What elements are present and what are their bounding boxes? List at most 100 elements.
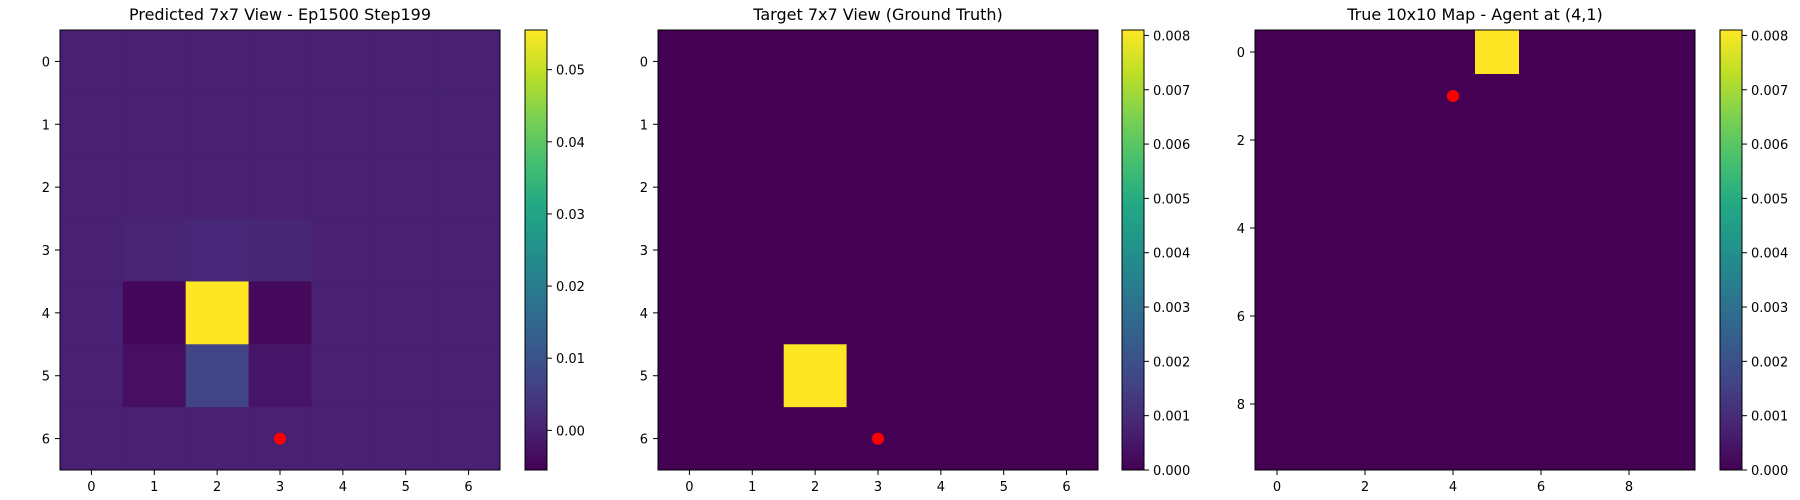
heatmap-cell: [658, 281, 722, 345]
x-tick-label: 8: [1625, 480, 1633, 495]
heatmap-cell: [374, 92, 438, 157]
heatmap-cell: [1431, 118, 1476, 163]
colorbar-tick-label: 0.008: [1153, 29, 1190, 44]
heatmap-cell: [1431, 30, 1476, 75]
heatmap-cell: [1035, 30, 1099, 94]
x-tick-label: 6: [464, 480, 472, 495]
heatmap-cell: [1607, 162, 1652, 207]
heatmap-cell: [783, 281, 848, 345]
heatmap-cell: [248, 30, 312, 94]
heatmap-cell: [1519, 426, 1564, 471]
heatmap-cell: [1563, 162, 1608, 207]
x-tick-label: 4: [1449, 480, 1457, 495]
heatmap-cell: [1519, 382, 1564, 427]
x-tick-label: 4: [937, 480, 945, 495]
heatmap-cell: [1431, 338, 1476, 383]
heatmap-cell: [122, 344, 187, 408]
heatmap-cell: [122, 281, 187, 345]
heatmap-cell: [60, 407, 124, 471]
heatmap-cell: [437, 281, 501, 345]
heatmap-cell: [437, 218, 501, 282]
heatmap-cell: [1255, 74, 1300, 119]
heatmap-cell: [1607, 250, 1652, 295]
heatmap-cell: [185, 407, 250, 471]
heatmap-cell: [1475, 30, 1520, 75]
colorbar-tick-label: 0.005: [1751, 192, 1788, 207]
x-tick-label: 0: [685, 480, 693, 495]
heatmap-cell: [1607, 74, 1652, 119]
heatmap-cell: [1431, 162, 1476, 207]
heatmap-cell: [248, 344, 312, 408]
heatmap-cell: [122, 30, 187, 94]
heatmap-cell: [1563, 426, 1608, 471]
colorbar-tick-label: 0.00: [556, 424, 585, 439]
colorbar-tick-label: 0.000: [1153, 464, 1190, 479]
heatmap-cell: [783, 218, 848, 282]
heatmap-cell: [1387, 162, 1432, 207]
heatmap-cell: [437, 344, 501, 408]
heatmap-cell: [658, 407, 722, 471]
heatmap-cell: [248, 155, 312, 220]
heatmap-cell: [1343, 206, 1388, 251]
heatmap-cell: [311, 407, 375, 471]
heatmap-cell: [1563, 382, 1608, 427]
heatmap-cell: [1387, 118, 1432, 163]
heatmap-cell: [1475, 162, 1520, 207]
heatmap-cell: [783, 344, 848, 408]
heatmap-cell: [1343, 250, 1388, 295]
heatmap-cell: [1387, 426, 1432, 471]
heatmap-cell: [1563, 338, 1608, 383]
colorbar-tick-label: 0.002: [1751, 355, 1788, 370]
colorbar-tick-label: 0.04: [556, 136, 585, 151]
x-tick-label: 6: [1537, 480, 1545, 495]
heatmap-cell: [1607, 206, 1652, 251]
heatmap-cell: [1299, 30, 1344, 75]
y-tick-label: 3: [640, 244, 648, 259]
heatmap-cell: [1607, 30, 1652, 75]
heatmap-cell: [783, 92, 848, 157]
x-tick-label: 2: [1361, 480, 1369, 495]
heatmap-cell: [1387, 206, 1432, 251]
colorbar-tick-label: 0.006: [1153, 138, 1190, 153]
heatmap-cell: [1519, 118, 1564, 163]
heatmap-cell: [1475, 382, 1520, 427]
heatmap-cell: [1475, 206, 1520, 251]
heatmap-cell: [783, 30, 848, 94]
heatmap-cell: [1651, 118, 1696, 163]
heatmap-panel-1: Predicted 7x7 View - Ep1500 Step199 0 1 2 3 4…: [42, 5, 585, 495]
agent-marker: [872, 432, 884, 445]
heatmap-cell: [248, 92, 312, 157]
heatmap-cell: [846, 30, 910, 94]
heatmap-cell: [1475, 294, 1520, 339]
heatmap-cell: [1035, 281, 1099, 345]
heatmap-cell: [1651, 162, 1696, 207]
heatmap-cell: [374, 30, 438, 94]
heatmap-cell: [311, 344, 375, 408]
chart-title: Target 7x7 View (Ground Truth): [752, 5, 1003, 24]
heatmap-cell: [720, 344, 785, 408]
heatmap-cell: [1255, 118, 1300, 163]
x-tick-label: 4: [339, 480, 347, 495]
heatmap-cell: [1255, 30, 1300, 75]
x-tick-label: 2: [213, 480, 221, 495]
heatmap-cell: [437, 407, 501, 471]
heatmap-cell: [1343, 426, 1388, 471]
heatmap-cell: [1299, 206, 1344, 251]
heatmap-cell: [1387, 294, 1432, 339]
heatmap-cell: [1255, 162, 1300, 207]
heatmap-cell: [1255, 382, 1300, 427]
x-tick-label: 1: [748, 480, 756, 495]
heatmap-cell: [1519, 250, 1564, 295]
heatmap-cell: [437, 92, 501, 157]
heatmap-cell: [1563, 206, 1608, 251]
heatmap-cell: [374, 344, 438, 408]
heatmap-cell: [1035, 344, 1099, 408]
colorbar-tick-label: 0.003: [1153, 301, 1190, 316]
heatmap-cell: [185, 281, 250, 345]
y-tick-label: 0: [640, 55, 648, 70]
colorbar-tick-label: 0.03: [556, 208, 585, 223]
heatmap-cell: [1035, 92, 1099, 157]
heatmap-cell: [720, 218, 785, 282]
heatmap-cell: [972, 344, 1036, 408]
heatmap-cell: [720, 92, 785, 157]
